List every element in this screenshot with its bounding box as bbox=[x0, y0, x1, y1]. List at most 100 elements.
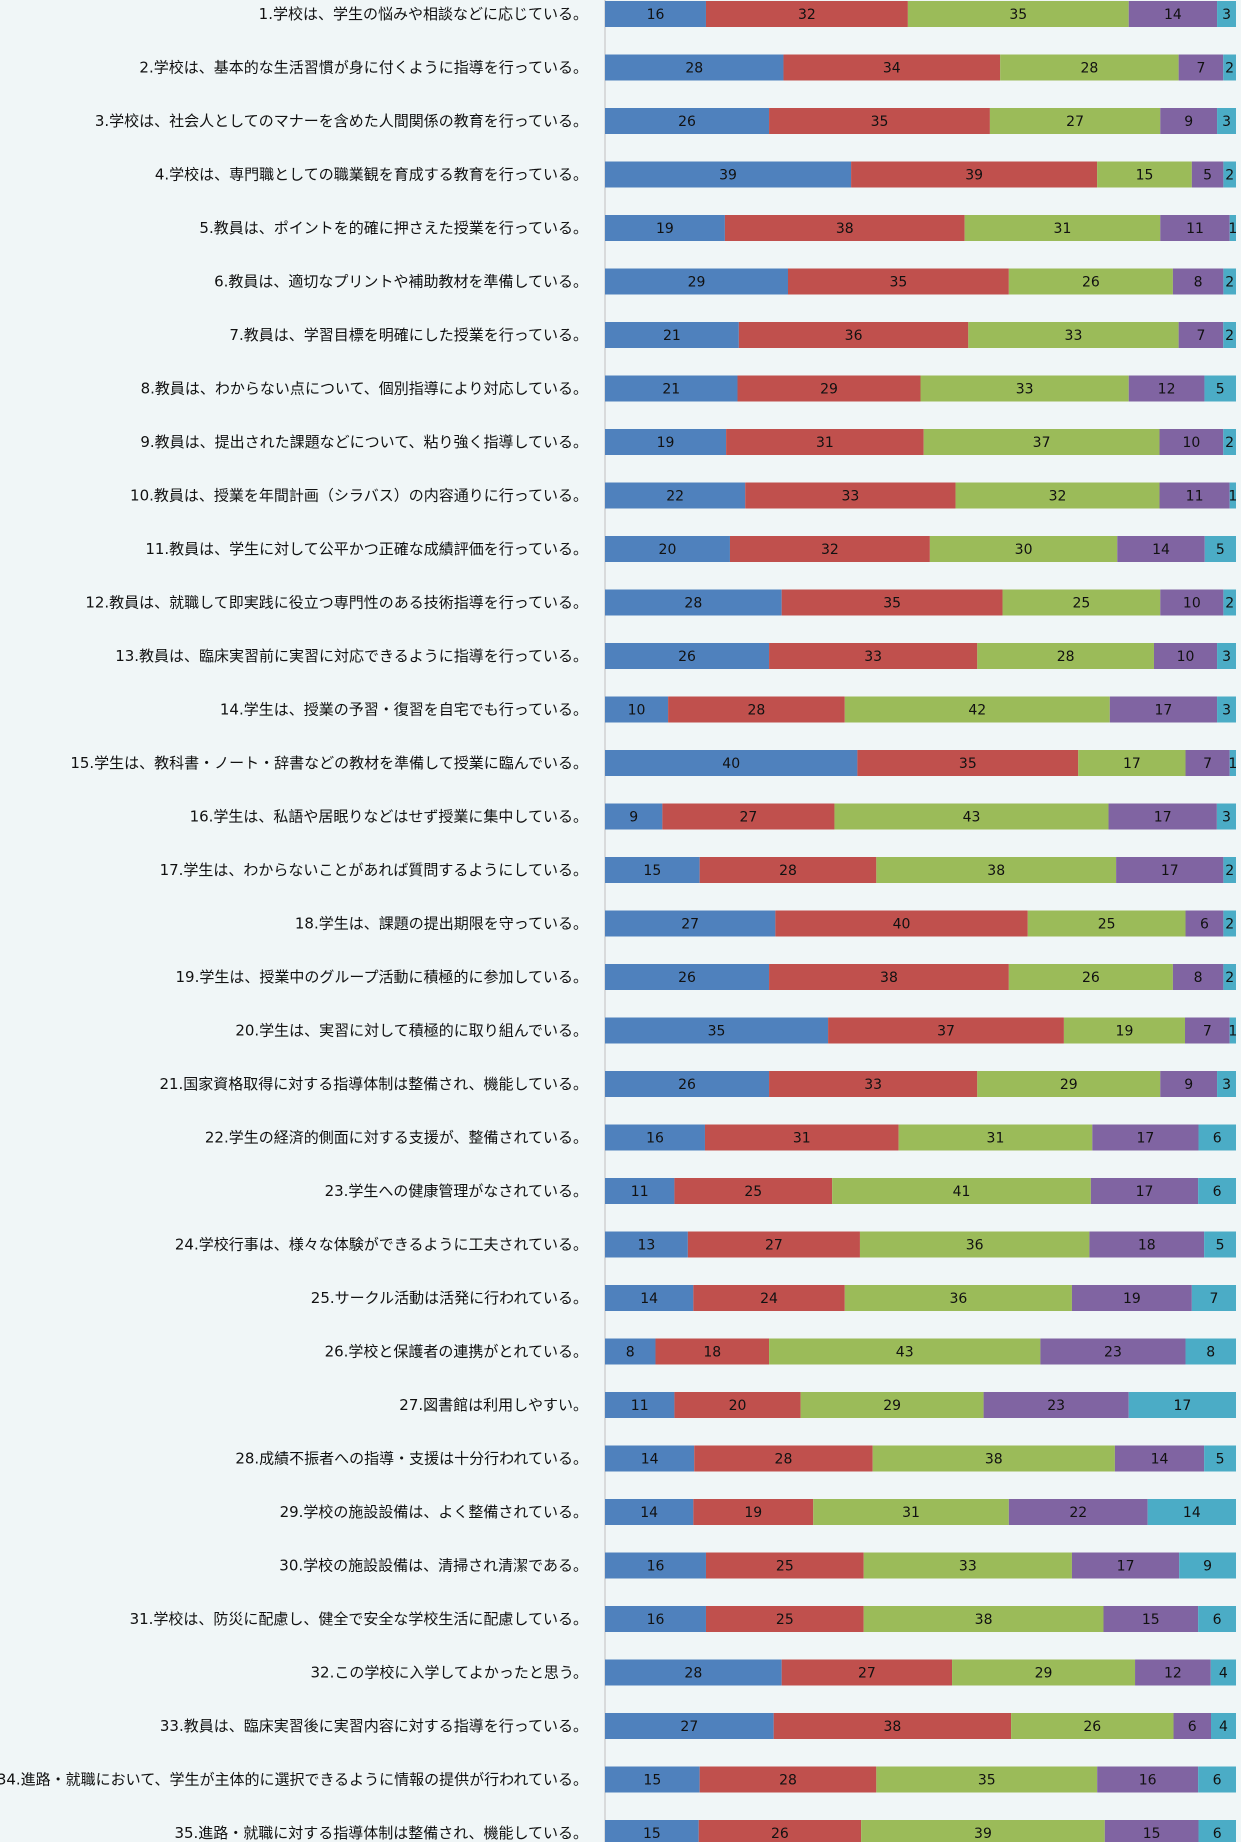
bar-segment bbox=[989, 108, 1161, 134]
data-label: 29 bbox=[688, 275, 706, 291]
data-label: 2 bbox=[1225, 328, 1234, 344]
data-label: 27 bbox=[1066, 114, 1084, 130]
bar-segment bbox=[769, 643, 978, 669]
category-label: 26.学校と保護者の連携がとれている。 bbox=[325, 1343, 588, 1361]
bar-segment bbox=[1128, 1, 1218, 27]
category-label: 2.学校は、基本的な生活習慣が身に付くように指導を行っている。 bbox=[139, 59, 588, 77]
data-label: 2 bbox=[1225, 435, 1234, 451]
bar-segment bbox=[787, 268, 1009, 295]
bar-segment bbox=[1217, 643, 1236, 669]
bar-segment bbox=[1027, 910, 1186, 937]
bar-segment bbox=[1128, 1392, 1236, 1418]
bar-segment bbox=[1217, 108, 1236, 134]
bar-segment bbox=[1011, 1713, 1174, 1739]
bar-segment bbox=[1223, 54, 1236, 81]
data-label: 35 bbox=[883, 596, 901, 612]
data-label: 32 bbox=[798, 7, 816, 23]
bar-segment bbox=[1204, 1445, 1236, 1472]
bar-segment bbox=[674, 1392, 801, 1418]
bar-segment bbox=[1063, 1017, 1186, 1044]
data-label: 6 bbox=[1188, 1719, 1197, 1735]
bar-segment bbox=[605, 54, 784, 81]
bar-segment bbox=[1117, 536, 1205, 562]
data-label: 16 bbox=[646, 1131, 664, 1147]
bar-segment bbox=[605, 643, 770, 669]
bar-segment bbox=[605, 108, 770, 134]
bar-segment bbox=[1103, 1606, 1199, 1632]
bar-segment bbox=[605, 482, 746, 509]
bar-segment bbox=[605, 910, 776, 937]
data-label: 26 bbox=[678, 970, 696, 986]
data-label: 19 bbox=[656, 221, 674, 237]
bar-segment bbox=[605, 696, 669, 723]
bar-segment bbox=[1229, 215, 1236, 241]
bar-segment bbox=[605, 857, 700, 883]
data-label: 41 bbox=[953, 1184, 971, 1200]
data-label: 4 bbox=[1219, 1719, 1228, 1735]
data-label: 35 bbox=[978, 1773, 996, 1789]
data-label: 17 bbox=[1161, 863, 1179, 879]
bar-segment bbox=[775, 910, 1028, 937]
data-label: 37 bbox=[1033, 435, 1051, 451]
data-label: 2 bbox=[1225, 863, 1234, 879]
data-label: 17 bbox=[1136, 1184, 1154, 1200]
data-label: 5 bbox=[1216, 1238, 1225, 1254]
data-label: 29 bbox=[883, 1398, 901, 1414]
bar-segment bbox=[859, 1231, 1090, 1258]
data-label: 38 bbox=[975, 1612, 993, 1628]
data-label: 28 bbox=[684, 1666, 702, 1682]
data-label: 15 bbox=[1136, 168, 1154, 184]
bar-segment bbox=[705, 1, 908, 27]
bar-segment bbox=[898, 1124, 1093, 1151]
data-label: 9 bbox=[1184, 114, 1193, 130]
bar-segment bbox=[1223, 857, 1236, 883]
data-label: 12 bbox=[1158, 382, 1176, 398]
category-label: 1.学校は、学生の悩みや相談などに応じている。 bbox=[259, 5, 588, 23]
data-label: 25 bbox=[1072, 596, 1090, 612]
bar-segment bbox=[704, 1124, 899, 1151]
bar-segment bbox=[1160, 215, 1230, 241]
data-label: 5 bbox=[1216, 1452, 1225, 1468]
bar-segment bbox=[729, 536, 930, 562]
category-label: 15.学生は、教科書・ノート・辞書などの教材を準備して授業に臨んでいる。 bbox=[70, 754, 588, 772]
data-label: 3 bbox=[1222, 703, 1231, 719]
bar-segment bbox=[1198, 1766, 1236, 1793]
data-label: 25 bbox=[744, 1184, 762, 1200]
bar-segment bbox=[1104, 1820, 1199, 1842]
data-label: 7 bbox=[1196, 61, 1205, 77]
data-label: 3 bbox=[1222, 649, 1231, 665]
bar-segment bbox=[1204, 375, 1236, 402]
data-label: 11 bbox=[1186, 489, 1204, 505]
bar-segment bbox=[1217, 696, 1236, 723]
data-label: 19 bbox=[1116, 1024, 1134, 1040]
bar-segment bbox=[1160, 1071, 1218, 1097]
category-label: 23.学生への健康管理がなされている。 bbox=[325, 1182, 588, 1200]
data-label: 6 bbox=[1213, 1826, 1222, 1842]
data-label: 25 bbox=[776, 1559, 794, 1575]
bar-segment bbox=[605, 1606, 706, 1632]
data-label: 38 bbox=[985, 1452, 1003, 1468]
category-label: 7.教員は、学習目標を明確にした授業を行っている。 bbox=[229, 326, 588, 344]
bar-segment bbox=[1160, 589, 1224, 616]
category-label: 9.教員は、提出された課題などについて、粘り強く指導している。 bbox=[140, 433, 588, 451]
bar-segment bbox=[662, 803, 835, 830]
bar-segment bbox=[1223, 910, 1236, 937]
bar-segment bbox=[977, 643, 1154, 669]
data-label: 43 bbox=[963, 810, 981, 826]
data-label: 31 bbox=[987, 1131, 1005, 1147]
bar-segment bbox=[705, 1606, 864, 1632]
bar-segment bbox=[863, 1606, 1104, 1632]
data-label: 14 bbox=[1151, 1452, 1169, 1468]
bar-segment bbox=[1198, 1606, 1236, 1632]
data-label: 36 bbox=[949, 1291, 967, 1307]
category-label: 19.学生は、授業中のグループ活動に積極的に参加している。 bbox=[175, 968, 588, 986]
bar-segment bbox=[800, 1392, 984, 1418]
data-label: 6 bbox=[1213, 1131, 1222, 1147]
data-label: 32 bbox=[1049, 489, 1067, 505]
bar-segment bbox=[1198, 1124, 1236, 1151]
data-label: 8 bbox=[1194, 970, 1203, 986]
category-label: 17.学生は、わからないことがあれば質問するようにしている。 bbox=[160, 861, 588, 879]
bar-segment bbox=[605, 589, 782, 616]
